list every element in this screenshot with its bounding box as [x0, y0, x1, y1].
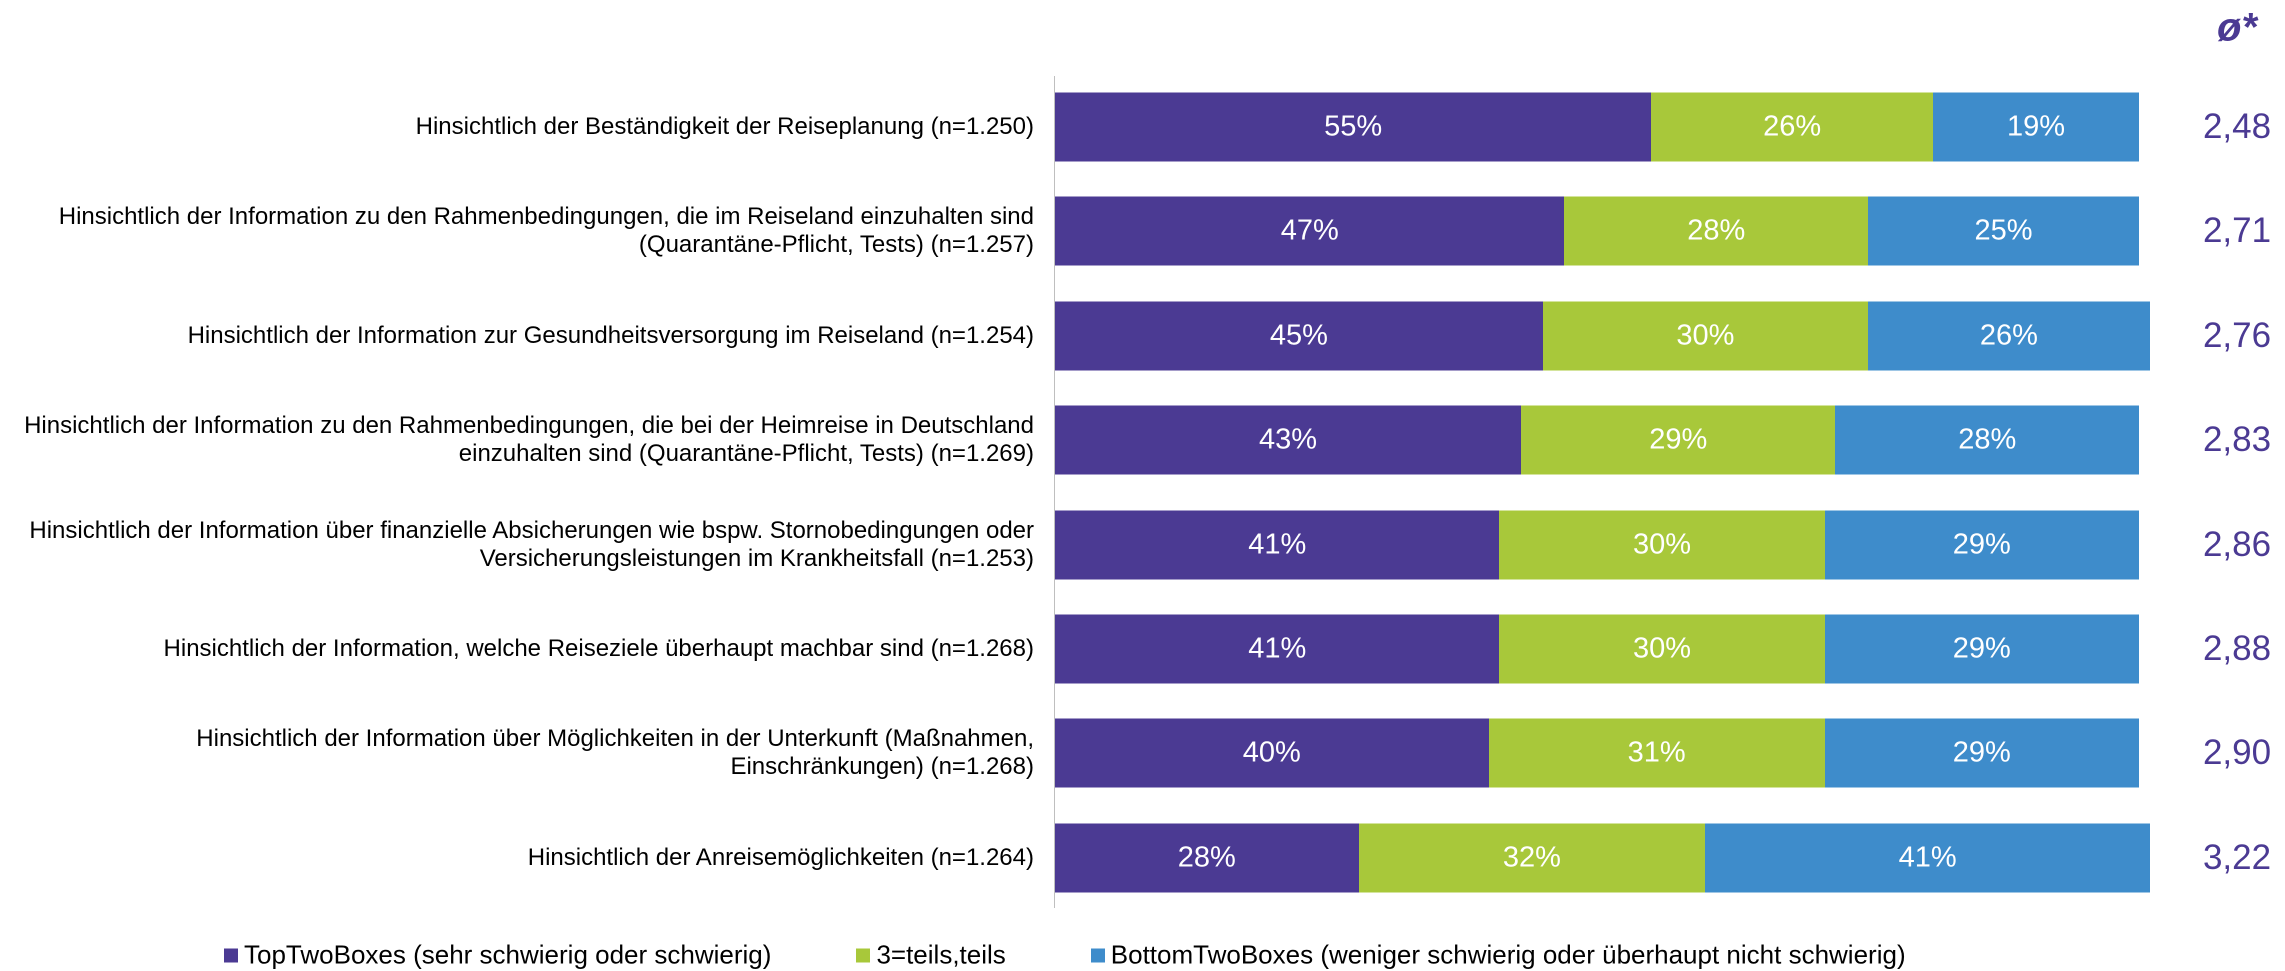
value-label: 41% — [1898, 841, 1957, 874]
value-label: 29% — [1952, 632, 2011, 665]
category-line: Hinsichtlich der Information zu den Rahm… — [24, 412, 1034, 440]
category-line: Hinsichtlich der Information, welche Rei… — [163, 635, 1034, 662]
bar-segment — [1055, 301, 1543, 371]
legend-swatch — [1090, 948, 1105, 962]
value-label: 43% — [1259, 423, 1318, 456]
legend-label: BottomTwoBoxes (weniger schwierig oder ü… — [1110, 939, 1906, 970]
category-line: (Quarantäne-Pflicht, Tests) (n=1.257) — [638, 231, 1034, 259]
category-line: Versicherungsleistungen im Krankheitsfal… — [479, 544, 1034, 572]
value-label: 45% — [1269, 319, 1328, 352]
value-label: 26% — [1979, 319, 2038, 352]
mean-value: 2,48 — [2202, 107, 2272, 146]
bar-segment — [1835, 405, 2139, 475]
bar-segment — [1055, 92, 1652, 162]
bar-segment — [1499, 510, 1825, 580]
mean-value: 2,71 — [2202, 211, 2272, 251]
bar-segment — [1499, 614, 1825, 684]
value-label: 32% — [1502, 841, 1561, 874]
mean-value: 2,83 — [2202, 420, 2272, 460]
value-label: 28% — [1958, 423, 2017, 456]
category-line: Hinsichtlich der Information zu den Rahm… — [58, 203, 1034, 231]
bar-segment — [1488, 718, 1825, 788]
bar-segment — [1868, 196, 2139, 266]
category-label: Hinsichtlich der Information zu den Rahm… — [10, 412, 1034, 468]
category-line: Hinsichtlich der Information über Möglic… — [196, 725, 1034, 753]
bar-segment — [1521, 405, 1836, 475]
bar-segment — [1542, 301, 1868, 371]
bar-segment — [1824, 614, 2139, 684]
bar-segment — [1055, 718, 1489, 788]
value-label: 30% — [1633, 528, 1692, 561]
category-label: Hinsichtlich der Anreisemöglichkeiten (n… — [10, 844, 1034, 872]
category-label: Hinsichtlich der Information zur Gesundh… — [10, 322, 1034, 350]
value-label: 47% — [1280, 214, 1339, 247]
category-label: Hinsichtlich der Information, welche Rei… — [10, 635, 1034, 663]
bar-segment — [1055, 196, 1565, 266]
mean-value: 2,86 — [2202, 524, 2272, 564]
bar-segment — [1824, 718, 2139, 788]
value-label: 41% — [1248, 528, 1307, 561]
legend-label: TopTwoBoxes (sehr schwierig oder schwier… — [244, 939, 772, 970]
value-label: 29% — [1952, 528, 2011, 561]
bar-segment — [1868, 301, 2150, 371]
value-label: 28% — [1177, 841, 1236, 874]
category-line: Hinsichtlich der Information über finanz… — [29, 516, 1034, 544]
value-label: 41% — [1248, 632, 1307, 665]
value-label: 30% — [1633, 632, 1692, 665]
mean-value: 3,22 — [2202, 837, 2272, 877]
legend-swatch — [224, 948, 238, 962]
legend-item: 3=teils,teils — [856, 939, 1006, 971]
bar-segment — [1055, 405, 1522, 475]
value-label: 28% — [1687, 214, 1746, 247]
legend-label: 3=teils,teils — [876, 939, 1006, 970]
category-line: Einschränkungen) (n=1.268) — [730, 753, 1034, 781]
mean-title: ø* — [2217, 5, 2257, 50]
value-label: 26% — [1763, 110, 1822, 143]
category-line: Hinsichtlich der Anreisemöglichkeiten (n… — [527, 843, 1034, 871]
category-label: Hinsichtlich der Beständigkeit der Reise… — [10, 113, 1034, 141]
bar-segment — [1933, 92, 2139, 162]
bar-segment — [1055, 510, 1500, 580]
axis-line — [1054, 76, 1055, 908]
value-label: 31% — [1627, 736, 1686, 769]
bar-segment — [1055, 614, 1500, 684]
value-label: 29% — [1952, 736, 2011, 769]
category-line: einzuhalten sind (Quarantäne-Pflicht, Te… — [458, 440, 1034, 468]
legend-swatch — [856, 948, 871, 962]
bar-segment — [1358, 823, 1706, 893]
category-label: Hinsichtlich der Information über Möglic… — [10, 725, 1034, 781]
bar-segment — [1824, 510, 2139, 580]
bar-segment — [1651, 92, 1934, 162]
bar-segment — [1564, 196, 1868, 266]
category-label: Hinsichtlich der Information zu den Rahm… — [10, 203, 1034, 259]
category-line: Hinsichtlich der Beständigkeit der Reise… — [415, 113, 1034, 140]
value-label: 19% — [2006, 110, 2066, 143]
value-label: 25% — [1974, 214, 2033, 247]
bar-segment — [1705, 823, 2150, 893]
category-line: Hinsichtlich der Information zur Gesundh… — [187, 321, 1034, 349]
bar-segment — [1055, 823, 1359, 893]
value-label: 29% — [1649, 423, 1708, 456]
mean-value: 2,88 — [2202, 629, 2272, 668]
value-label: 30% — [1676, 319, 1735, 352]
mean-value: 2,76 — [2202, 315, 2272, 355]
value-label: 55% — [1324, 110, 1383, 143]
category-label: Hinsichtlich der Information über finanz… — [10, 517, 1034, 573]
value-label: 40% — [1242, 736, 1301, 769]
legend: TopTwoBoxes (sehr schwierig oder schwier… — [224, 940, 1906, 971]
legend-item: TopTwoBoxes (sehr schwierig oder schwier… — [224, 940, 771, 971]
mean-value: 2,90 — [2202, 733, 2272, 773]
legend-item: BottomTwoBoxes (weniger schwierig oder ü… — [1090, 939, 1906, 971]
